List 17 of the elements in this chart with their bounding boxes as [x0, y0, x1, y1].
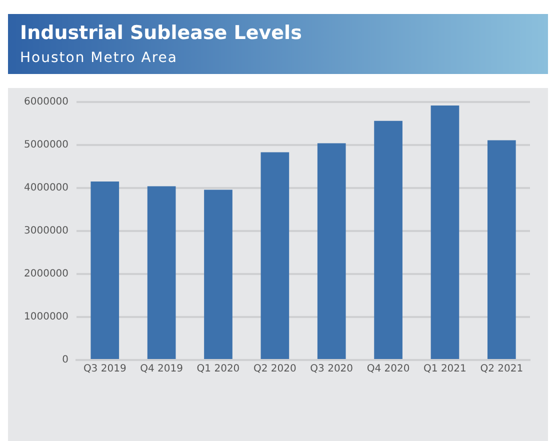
- y-tick-label: 0: [62, 354, 69, 366]
- chart-subtitle: Houston Metro Area: [20, 50, 178, 66]
- y-tick-label: 2000000: [24, 268, 69, 280]
- y-tick-label: 3000000: [24, 226, 69, 237]
- x-tick-label: Q4 2020: [366, 364, 410, 375]
- x-tick-label: Q4 2019: [140, 364, 183, 375]
- x-tick-label: Q1 2020: [196, 364, 240, 375]
- x-tick-label: Q1 2021: [424, 364, 466, 375]
- chart-title: Industrial Sublease Levels: [20, 22, 302, 44]
- y-tick-label: 1000000: [24, 312, 69, 323]
- x-tick-label: Q3 2020: [310, 364, 354, 375]
- y-tick-label: 4000000: [24, 182, 69, 194]
- x-tick-label: Q2 2020: [253, 364, 296, 375]
- y-tick-label: 6000000: [24, 96, 69, 108]
- x-tick-label: Q2 2021: [480, 364, 524, 375]
- x-tick-label: Q3 2019: [83, 364, 126, 375]
- y-tick-label: 5000000: [24, 140, 69, 151]
